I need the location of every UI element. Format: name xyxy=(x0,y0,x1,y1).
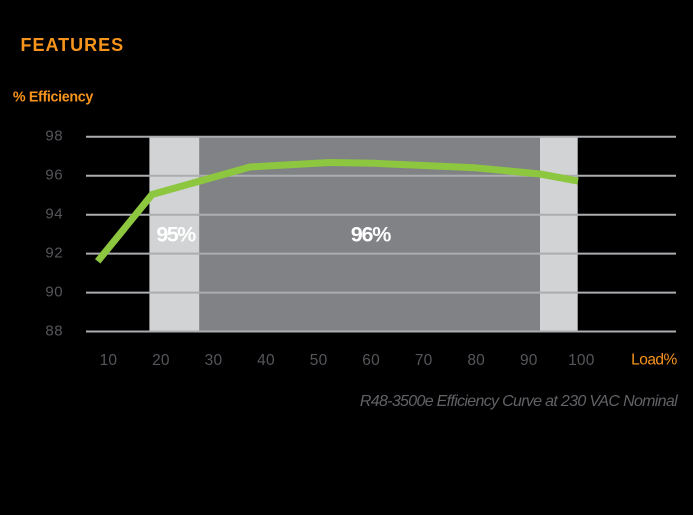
svg-text:90: 90 xyxy=(45,283,63,300)
svg-text:98: 98 xyxy=(45,128,63,145)
svg-text:10: 10 xyxy=(100,352,118,369)
svg-text:92: 92 xyxy=(45,244,63,261)
svg-text:94: 94 xyxy=(45,206,63,223)
svg-text:FEATURES: FEATURES xyxy=(21,35,125,55)
svg-text:40: 40 xyxy=(257,352,275,369)
svg-text:R48-3500e Efficiency Curve at: R48-3500e Efficiency Curve at 230 VAC No… xyxy=(360,393,678,410)
svg-text:96: 96 xyxy=(45,167,63,184)
svg-text:Load%: Load% xyxy=(631,352,677,369)
svg-text:20: 20 xyxy=(152,352,170,369)
svg-text:30: 30 xyxy=(205,352,223,369)
svg-text:60: 60 xyxy=(362,352,380,369)
svg-text:% Efficiency: % Efficiency xyxy=(13,89,93,105)
svg-text:80: 80 xyxy=(467,352,485,369)
svg-text:90: 90 xyxy=(520,352,538,369)
svg-text:88: 88 xyxy=(45,322,63,339)
svg-text:100: 100 xyxy=(568,352,595,369)
svg-text:50: 50 xyxy=(310,352,328,369)
svg-text:95%: 95% xyxy=(156,222,196,246)
svg-text:70: 70 xyxy=(415,352,433,369)
svg-text:96%: 96% xyxy=(351,222,392,246)
